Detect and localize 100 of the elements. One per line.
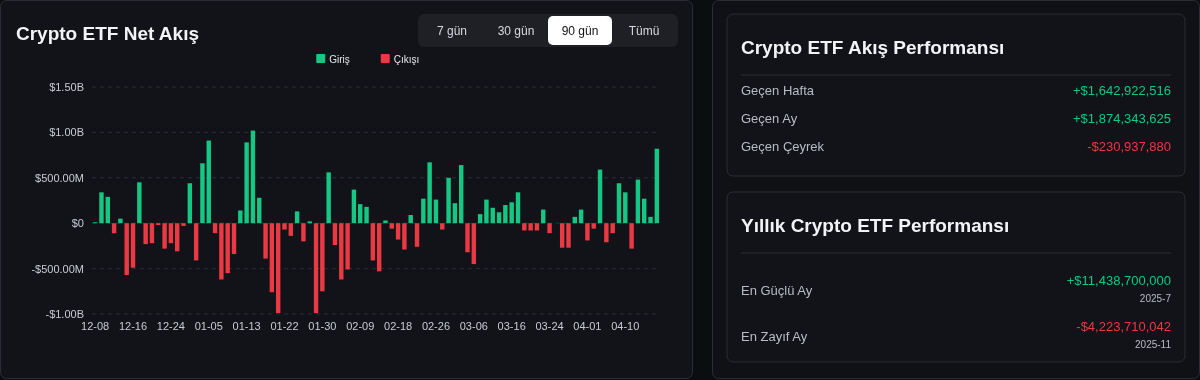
bar: [414, 223, 420, 247]
text: 90 gün: [561, 24, 599, 38]
category-label: Geçen Ay: [741, 111, 798, 126]
bar: [458, 165, 464, 224]
bar: [477, 214, 483, 224]
bar: [326, 172, 331, 224]
x-tick-label: 03-06: [459, 320, 488, 332]
bar: [320, 223, 325, 292]
legend-label: Giriş: [329, 54, 350, 65]
bar: [370, 223, 376, 261]
bar: [332, 223, 338, 245]
bar: [585, 223, 590, 241]
text: 30 gün: [497, 24, 535, 38]
bar: [111, 223, 117, 234]
x-tick-label: 04-01: [573, 320, 602, 332]
bar: [395, 223, 401, 240]
y-tick-label: $1.50B: [49, 81, 84, 93]
bar: [275, 223, 281, 314]
bar: [206, 140, 211, 224]
bar: [515, 192, 521, 224]
bar: [149, 223, 155, 244]
text: 2025-11: [1135, 339, 1172, 350]
bar: [168, 223, 174, 244]
data-label: +$11,438,700,000: [1066, 273, 1171, 288]
x-tick-label: 12-24: [156, 320, 185, 332]
bar: [383, 220, 388, 224]
bar: [301, 223, 306, 242]
y-tick-label: $500.00M: [35, 171, 84, 184]
bar: [345, 223, 350, 270]
text: 7 gün: [436, 24, 468, 38]
bar: [623, 192, 628, 224]
x-tick-label: 04-10: [611, 320, 640, 332]
bar: [591, 223, 596, 229]
text: Crypto ETF Akış Performansı: [741, 37, 1005, 58]
bar: [389, 223, 394, 229]
bar: [294, 211, 300, 224]
bar: [250, 130, 256, 224]
bar: [143, 223, 148, 245]
data-label: -$4,223,710,042: [1076, 319, 1171, 334]
bar: [446, 177, 451, 224]
bar: [629, 223, 634, 249]
category-label: En Güçlü Ay: [741, 283, 813, 298]
x-tick-label: 03-16: [497, 320, 526, 332]
text: Tümü: [628, 24, 660, 38]
bar: [124, 223, 129, 275]
bar: [162, 223, 167, 249]
bar: [231, 223, 237, 255]
bar: [452, 203, 458, 224]
bar: [288, 223, 294, 236]
data-label: +$1,874,343,625: [1073, 111, 1171, 126]
bar: [465, 223, 470, 253]
x-tick-label: 02-09: [346, 320, 375, 332]
bar: [313, 223, 319, 314]
bar: [547, 223, 552, 234]
bar: [440, 223, 445, 230]
bar: [376, 223, 382, 272]
bar: [269, 223, 275, 293]
category-label: Geçen Hafta: [741, 83, 815, 98]
category-label: En Zayıf Ay: [741, 329, 808, 344]
data-label: +$1,642,922,516: [1073, 83, 1171, 98]
bar: [358, 204, 363, 224]
bar: [174, 223, 180, 252]
chart-title: Crypto ETF Net Akış: [16, 23, 199, 44]
x-tick-label: 02-18: [384, 320, 413, 332]
bar: [118, 218, 123, 224]
legend-label: Çıkışı: [393, 54, 420, 65]
bar: [193, 223, 199, 261]
bar: [566, 223, 571, 248]
x-tick-label: 01-13: [232, 320, 261, 332]
category-label: Geçen Çeyrek: [741, 139, 825, 154]
bar: [263, 223, 268, 259]
text: Yıllık Crypto ETF Performansı: [741, 215, 1010, 236]
bar: [616, 183, 622, 224]
bar: [181, 223, 186, 226]
bar: [471, 223, 477, 265]
bar: [654, 148, 660, 224]
bar: [200, 163, 205, 224]
bar: [484, 199, 489, 224]
text: 2025-7: [1139, 293, 1172, 304]
bar: [648, 216, 653, 224]
bar: [137, 182, 142, 224]
bar: [402, 223, 407, 250]
x-tick-label: 03-24: [535, 320, 564, 332]
bar: [364, 206, 369, 224]
data-label: -$230,937,880: [1087, 139, 1171, 154]
x-tick-label: 12-16: [118, 320, 148, 332]
bar: [99, 192, 104, 224]
y-tick-label: -$1.00B: [45, 308, 84, 320]
x-tick-label: 01-05: [194, 320, 223, 332]
bar: [496, 212, 502, 224]
x-tick-label: 12-08: [81, 320, 110, 332]
y-tick-label: $1.00B: [49, 126, 84, 139]
x-tick-label: 01-30: [308, 320, 337, 332]
bar: [105, 196, 110, 224]
x-tick-label: 02-26: [421, 320, 451, 332]
bar: [187, 183, 193, 224]
bar: [282, 223, 287, 230]
bar: [559, 223, 565, 248]
x-tick-label: 01-22: [270, 320, 299, 332]
bar: [212, 223, 218, 234]
